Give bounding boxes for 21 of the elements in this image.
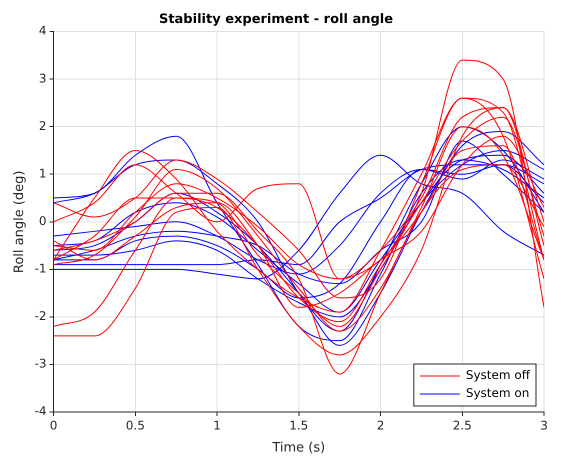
x-tick-label: 3 [540, 418, 548, 432]
legend-label: System off [466, 368, 531, 382]
y-tick-label: -1 [34, 261, 47, 276]
chart-title: Stability experiment - roll angle [158, 12, 394, 28]
x-tick-label: 1 [213, 418, 221, 432]
y-tick-label: -4 [34, 404, 47, 418]
y-tick-label: 4 [38, 24, 47, 38]
y-axis-title: Roll angle (deg) [12, 170, 28, 274]
x-tick-label: 2.5 [452, 418, 472, 432]
y-tick-label: 3 [38, 71, 47, 86]
y-tick-label: -2 [34, 309, 47, 324]
y-tick-label: 2 [38, 118, 47, 133]
x-tick-label: 1.5 [289, 418, 308, 432]
x-tick-label: 0 [50, 418, 58, 432]
y-tick-label: 0 [38, 214, 47, 228]
legend-label: System on [466, 386, 530, 400]
y-tick-label: 1 [38, 166, 47, 180]
x-axis-title: Time (s) [271, 440, 326, 456]
x-tick-label: 2 [376, 418, 384, 432]
x-tick-label: 0.5 [126, 418, 145, 432]
y-tick-label: -3 [34, 356, 47, 371]
